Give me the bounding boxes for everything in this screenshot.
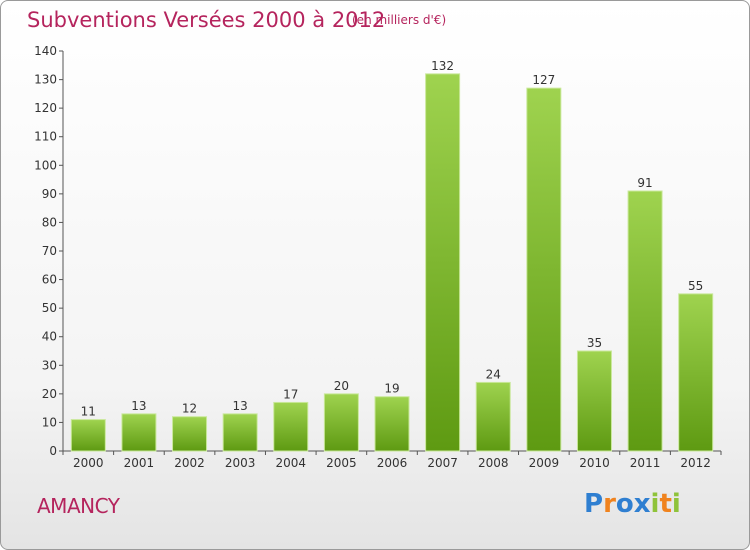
x-tick-label: 2000 bbox=[73, 456, 104, 470]
data-label: 55 bbox=[688, 279, 703, 293]
x-tick-label: 2004 bbox=[275, 456, 306, 470]
bar bbox=[678, 293, 714, 452]
y-tick-label: 30 bbox=[42, 358, 57, 372]
y-tick-label: 110 bbox=[34, 130, 57, 144]
bar bbox=[627, 190, 663, 452]
y-tick-label: 140 bbox=[34, 44, 57, 58]
x-tick-label: 2007 bbox=[427, 456, 458, 470]
bar bbox=[576, 350, 612, 452]
y-tick-label: 20 bbox=[42, 387, 57, 401]
logo-letter: i bbox=[650, 489, 660, 519]
y-tick-label: 80 bbox=[42, 215, 57, 229]
data-label: 13 bbox=[131, 399, 146, 413]
y-tick-label: 10 bbox=[42, 415, 57, 429]
x-tick-label: 2006 bbox=[377, 456, 408, 470]
data-label: 17 bbox=[283, 387, 298, 401]
commune-name: AMANCY bbox=[37, 494, 120, 518]
data-label: 127 bbox=[532, 73, 555, 87]
y-tick-label: 40 bbox=[42, 330, 57, 344]
data-label: 11 bbox=[81, 405, 96, 419]
bar bbox=[172, 416, 208, 452]
bar bbox=[121, 413, 157, 452]
y-tick-label: 50 bbox=[42, 301, 57, 315]
y-tick-label: 60 bbox=[42, 273, 57, 287]
chart-title: Subventions Versées 2000 à 2012 bbox=[27, 8, 386, 32]
logo-letter: x bbox=[633, 489, 651, 519]
x-tick-label: 2010 bbox=[579, 456, 610, 470]
logo-letter: r bbox=[603, 489, 616, 519]
x-tick-label: 2001 bbox=[124, 456, 155, 470]
logo-letter: t bbox=[659, 489, 672, 519]
x-tick-label: 2005 bbox=[326, 456, 357, 470]
bar bbox=[526, 87, 562, 452]
bar bbox=[222, 413, 258, 452]
bar bbox=[323, 393, 359, 452]
logo-letter: o bbox=[615, 489, 634, 519]
y-tick-label: 130 bbox=[34, 73, 57, 87]
data-label: 13 bbox=[233, 399, 248, 413]
data-label: 24 bbox=[486, 367, 501, 381]
bar bbox=[70, 419, 106, 452]
data-label: 19 bbox=[384, 382, 399, 396]
data-label: 12 bbox=[182, 402, 197, 416]
logo-letter: P bbox=[584, 489, 604, 519]
y-tick-label: 90 bbox=[42, 187, 57, 201]
bar bbox=[273, 401, 309, 452]
x-tick-label: 2009 bbox=[529, 456, 560, 470]
bar bbox=[374, 396, 410, 452]
x-tick-label: 2003 bbox=[225, 456, 256, 470]
x-tick-label: 2012 bbox=[680, 456, 711, 470]
x-tick-label: 2011 bbox=[630, 456, 661, 470]
data-label: 35 bbox=[587, 336, 602, 350]
data-label: 132 bbox=[431, 59, 454, 73]
proxiti-logo: Proxiti bbox=[584, 489, 681, 519]
bar bbox=[475, 381, 511, 452]
logo-letter: i bbox=[671, 489, 681, 519]
chart-subtitle: (en milliers d'€) bbox=[352, 13, 447, 27]
data-label: 20 bbox=[334, 379, 349, 393]
x-tick-label: 2002 bbox=[174, 456, 205, 470]
x-tick-label: 2008 bbox=[478, 456, 509, 470]
y-tick-label: 100 bbox=[34, 158, 57, 172]
y-tick-label: 120 bbox=[34, 101, 57, 115]
y-tick-label: 70 bbox=[42, 244, 57, 258]
y-tick-label: 0 bbox=[49, 444, 57, 458]
bar bbox=[425, 73, 461, 452]
data-label: 91 bbox=[637, 176, 652, 190]
